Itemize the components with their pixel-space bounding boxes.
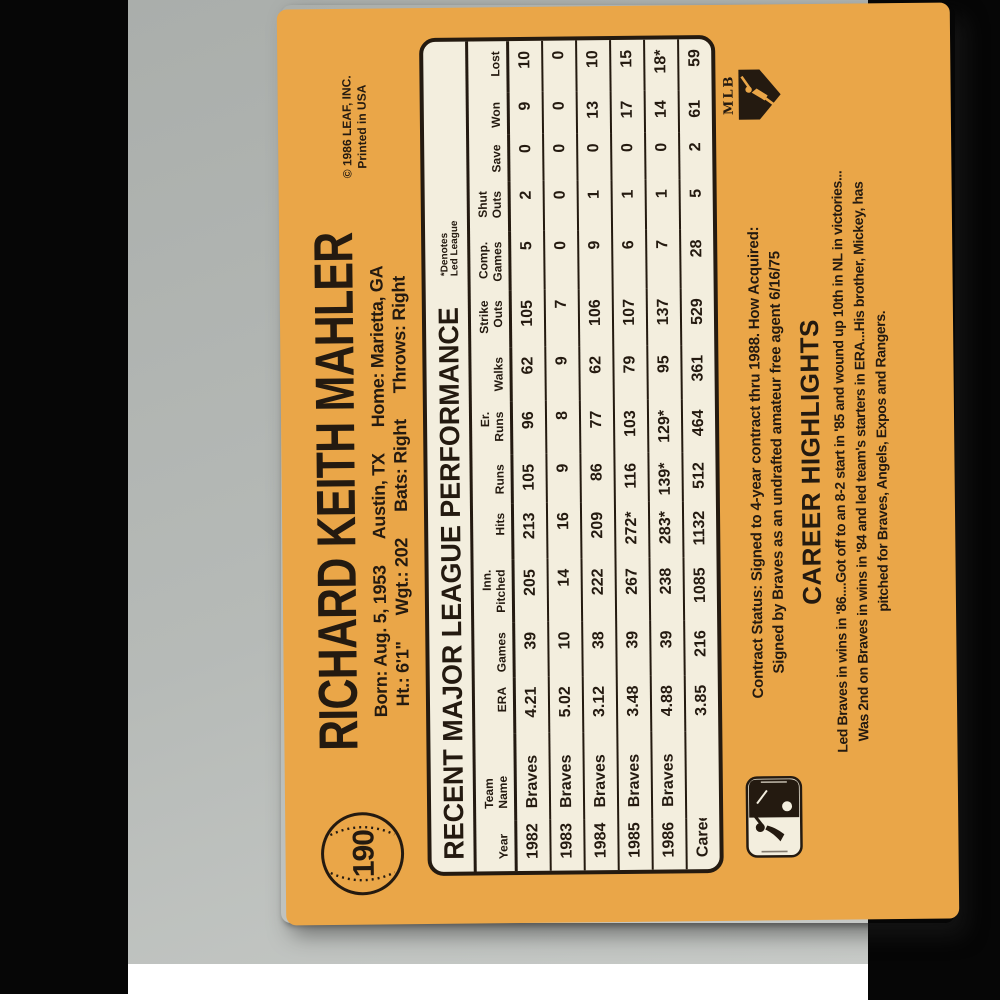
baseball-number-icon: 190 [321, 812, 405, 896]
weight: Wgt.: 202 [391, 537, 413, 616]
baseball-card-back: 190 RICHARD KEITH MAHLER Born: Aug. 5, 1… [276, 2, 960, 926]
stats-box: RECENT MAJOR LEAGUE PERFORMANCE *Denotes… [419, 34, 724, 877]
contract-status: Contract Status: Signed to 4-year contra… [741, 64, 791, 860]
copyright-line-2: Printed in USA [354, 84, 370, 169]
throws: Throws: Right [388, 276, 410, 394]
card-number: 190 [347, 830, 380, 878]
stats-table: Team Inn. Er. Strike Comp. Shut [468, 39, 720, 872]
career-highlights: Led Braves in wins in '86....Got off to … [825, 41, 897, 882]
home: Home: Marietta, GA [366, 265, 389, 428]
stats-title: RECENT MAJOR LEAGUE PERFORMANCE [432, 307, 470, 860]
card-header: RICHARD KEITH MAHLER Born: Aug. 5, 1953 A… [300, 153, 415, 830]
born: Born: Aug. 5, 1953 [369, 565, 392, 718]
bats: Bats: Right [390, 419, 411, 513]
led-league-note: *Denotes Led League [439, 220, 461, 277]
scan-background: 190 RICHARD KEITH MAHLER Born: Aug. 5, 1… [128, 0, 960, 964]
black-border-left [0, 0, 128, 994]
copyright-line-1: © 1986 LEAF, INC. [339, 75, 355, 179]
birthplace: Austin, TX [368, 453, 390, 540]
player-name: RICHARD KEITH MAHLER [302, 232, 370, 752]
mlb-logo: MLB [721, 62, 788, 127]
copyright: © 1986 LEAF, INC. Printed in USA [339, 57, 370, 197]
mlb-logo-text: MLB [721, 74, 737, 116]
mlbpa-logo-icon [745, 775, 803, 858]
card-rotated-content: 190 RICHARD KEITH MAHLER Born: Aug. 5, 1… [276, 2, 960, 926]
height: Ht.: 6'1" [392, 641, 414, 707]
mlb-shield-icon [738, 69, 781, 120]
